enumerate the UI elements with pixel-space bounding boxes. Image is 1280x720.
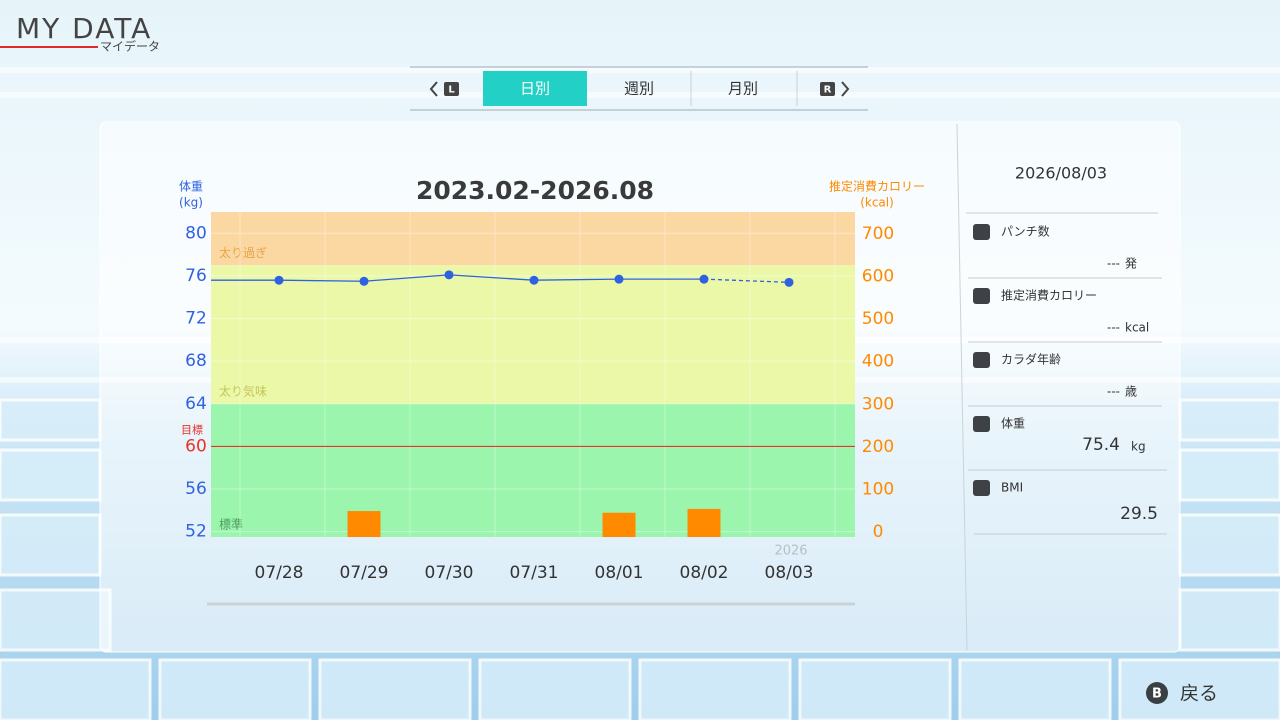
y-tick-label: 76 [185,266,207,286]
bar [602,512,636,537]
item-icon [973,352,990,368]
item-icon [973,224,990,240]
y2-tick-label: 400 [862,352,894,372]
tab-label[interactable]: 日別 [520,80,550,98]
item-value: --- [1107,257,1120,271]
y-axis-unit: (kg) [179,196,203,210]
weight-point [444,270,454,280]
item-icon [973,416,990,432]
item-label: BMI [1001,481,1023,495]
floor-tiles [0,398,1280,720]
page-title: MY DATA [16,12,152,45]
y2-tick-label: 700 [862,224,894,244]
r-button[interactable]: R [824,85,832,96]
item-icon [973,288,990,304]
back-label[interactable]: 戻る [1180,683,1218,705]
x-tick-label: 08/02 [680,563,729,583]
plot-area [211,270,794,537]
year-label: 2026 [774,544,807,559]
tab-label[interactable]: 月別 [728,80,758,98]
y-tick-label: 60 [185,436,207,456]
tabs: 日別 週別 月別 [483,71,758,106]
item-label: カラダ年齢 [1001,352,1061,367]
item-label: 推定消費カロリー [1001,288,1097,303]
weight-line-estimate [703,278,790,283]
y2-tick-label: 200 [862,437,894,457]
x-tick-label: 08/01 [595,563,644,583]
weight-point [699,274,709,284]
zone [211,265,855,404]
y2-tick-label: 300 [862,394,894,414]
zone [211,403,855,537]
y2-tick-label: 100 [862,479,894,499]
item-icon [973,480,990,496]
zone [211,212,855,266]
zone-label: 標準 [219,517,243,532]
y-tick-label: 72 [185,309,207,329]
page-subtitle: マイデータ [100,39,160,54]
active-tab [483,71,587,106]
tab-label[interactable]: 週別 [624,80,654,98]
zone-label: 太り気味 [219,383,267,398]
item-value: 75.4 [1082,435,1120,455]
item-unit: 発 [1125,257,1137,271]
item-label: 体重 [1001,417,1025,431]
tab-bar [410,66,868,111]
item-unit: kg [1131,440,1146,454]
goal-label: 目標 [181,422,203,436]
item-unit: 歳 [1125,385,1137,399]
panel-divider [956,123,968,651]
y-tick-label: 68 [185,351,207,371]
x-tick-label: 07/30 [425,563,474,583]
zone-label: 太り過ぎ [219,245,267,260]
weight-point [529,275,539,285]
y-tick-label: 52 [185,522,207,542]
l-button[interactable]: L [448,85,455,96]
item-label: パンチ数 [1001,224,1050,239]
y2-tick-label: 0 [873,522,884,542]
x-tick-label: 07/29 [340,563,389,583]
item-value: --- [1107,385,1120,399]
y-tick-label: 80 [185,223,207,243]
item-unit: kcal [1125,321,1149,335]
x-tick-label: 08/03 [765,563,814,583]
x-tick-label: 07/31 [510,563,559,583]
weight-point [359,276,369,286]
weight-point [274,275,284,285]
y2-tick-label: 600 [862,267,894,287]
b-button[interactable]: B [1152,687,1162,702]
panel-date: 2026/08/03 [1015,164,1107,183]
bar [347,511,381,537]
chart-title: 2023.02-2026.08 [416,176,654,205]
y-tick-label: 56 [185,479,207,499]
y-axis-title: 体重 [179,180,203,194]
bar [687,508,721,537]
y2-axis-title: 推定消費カロリー [829,179,925,194]
b-button-icon[interactable] [1146,682,1168,704]
item-value: --- [1107,321,1120,335]
y-tick-label: 64 [185,394,207,414]
weight-point [784,277,794,287]
y2-axis-unit: (kcal) [860,196,894,210]
y2-tick-label: 500 [862,309,894,329]
item-value: 29.5 [1120,504,1158,524]
weight-point [614,274,624,284]
x-tick-label: 07/28 [255,563,304,583]
